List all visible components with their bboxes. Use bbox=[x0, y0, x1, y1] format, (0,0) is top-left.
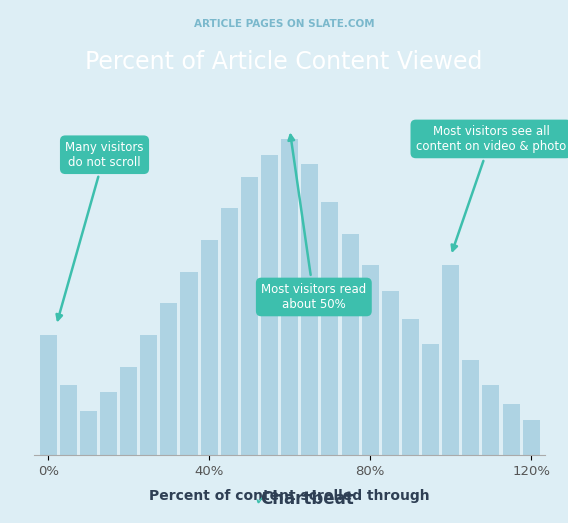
Bar bbox=[120, 367, 137, 455]
Bar bbox=[402, 319, 419, 455]
Text: Many visitors
do not scroll: Many visitors do not scroll bbox=[57, 141, 144, 320]
Bar bbox=[301, 164, 318, 455]
Bar bbox=[241, 177, 258, 455]
Bar bbox=[462, 360, 479, 455]
Bar bbox=[221, 209, 238, 455]
Bar bbox=[140, 335, 157, 455]
Bar bbox=[60, 385, 77, 455]
Bar bbox=[523, 420, 540, 455]
X-axis label: Percent of content scrolled through: Percent of content scrolled through bbox=[149, 489, 430, 503]
Text: Most visitors see all
content on video & photo: Most visitors see all content on video &… bbox=[416, 125, 566, 251]
Text: ✓: ✓ bbox=[254, 491, 269, 508]
Bar bbox=[482, 385, 499, 455]
Bar bbox=[160, 303, 177, 455]
Bar bbox=[362, 265, 379, 455]
Text: ARTICLE PAGES ON SLATE.COM: ARTICLE PAGES ON SLATE.COM bbox=[194, 19, 374, 29]
Text: Percent of Article Content Viewed: Percent of Article Content Viewed bbox=[85, 50, 483, 74]
Bar bbox=[442, 265, 460, 455]
Text: Most visitors read
about 50%: Most visitors read about 50% bbox=[261, 135, 366, 311]
Bar bbox=[503, 404, 520, 455]
Bar bbox=[321, 202, 339, 455]
Text: Chartbeat: Chartbeat bbox=[260, 491, 354, 508]
Bar bbox=[40, 335, 57, 455]
Bar bbox=[422, 344, 439, 455]
Bar bbox=[201, 240, 218, 455]
Bar bbox=[261, 155, 278, 455]
Bar bbox=[281, 139, 298, 455]
Bar bbox=[181, 271, 198, 455]
Bar bbox=[341, 234, 358, 455]
Bar bbox=[100, 392, 117, 455]
Bar bbox=[382, 291, 399, 455]
Bar bbox=[80, 411, 97, 455]
